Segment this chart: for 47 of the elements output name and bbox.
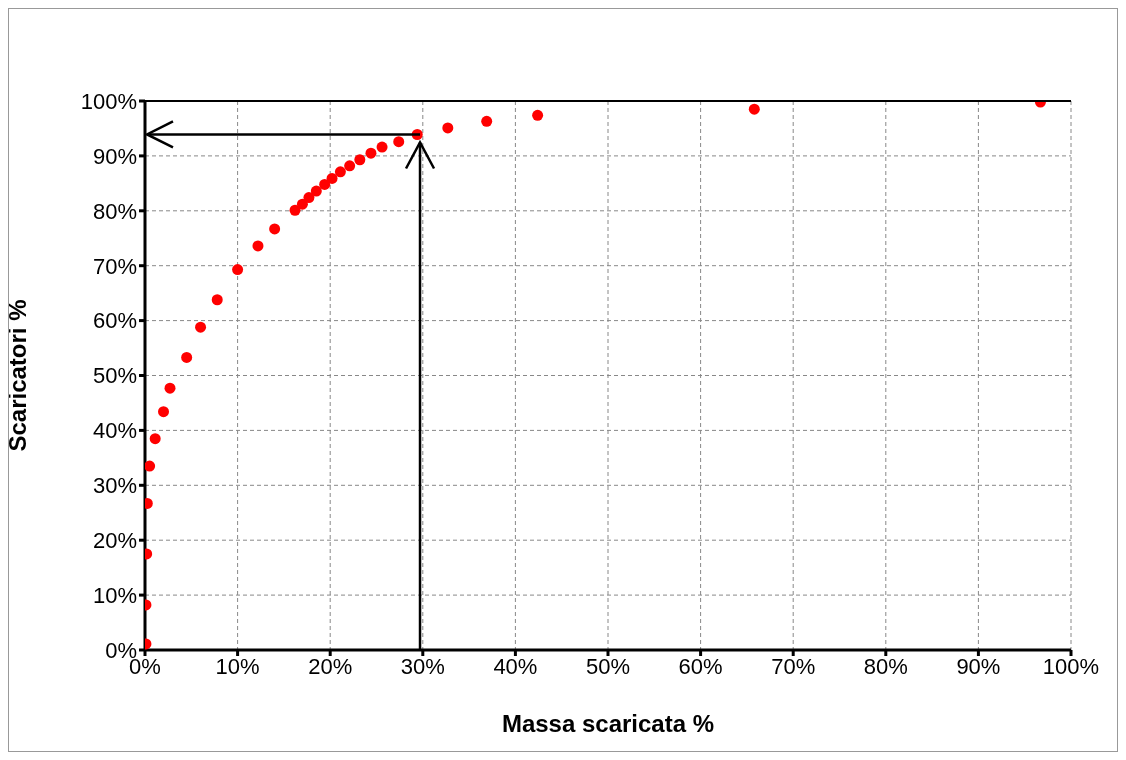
y-tick-label: 90% bbox=[92, 143, 137, 169]
y-tick-label: 40% bbox=[92, 418, 137, 444]
x-tick-label: 80% bbox=[863, 653, 908, 679]
point bbox=[296, 198, 308, 210]
point bbox=[310, 185, 322, 197]
point bbox=[344, 160, 356, 172]
y-tick-label: 20% bbox=[92, 528, 137, 554]
point bbox=[303, 192, 315, 204]
y-tick-label: 60% bbox=[92, 308, 137, 334]
point bbox=[319, 178, 331, 190]
point bbox=[232, 264, 244, 276]
point bbox=[354, 154, 366, 166]
y-tick-label: 30% bbox=[92, 473, 137, 499]
y-axis-title: Scaricatori % bbox=[3, 299, 31, 452]
y-tick-label: 100% bbox=[80, 88, 137, 114]
point bbox=[376, 141, 388, 153]
point bbox=[211, 294, 223, 306]
y-tick-label: 10% bbox=[92, 582, 137, 608]
point bbox=[158, 406, 170, 418]
y-tick-label: 50% bbox=[92, 363, 137, 389]
point bbox=[442, 122, 454, 134]
point bbox=[145, 460, 156, 472]
y-tick-label: 70% bbox=[92, 253, 137, 279]
x-tick-label: 20% bbox=[308, 653, 353, 679]
point bbox=[195, 321, 207, 333]
point bbox=[748, 103, 760, 115]
point bbox=[532, 109, 544, 121]
x-tick-label: 100% bbox=[1042, 653, 1100, 679]
point bbox=[365, 147, 377, 159]
x-tick-label: 60% bbox=[678, 653, 723, 679]
x-tick-label: 10% bbox=[215, 653, 260, 679]
y-tick-label: 80% bbox=[92, 198, 137, 224]
point bbox=[326, 172, 338, 184]
x-tick-label: 40% bbox=[493, 653, 538, 679]
x-tick-label: 90% bbox=[956, 653, 1001, 679]
point bbox=[481, 115, 493, 127]
x-tick-label: 30% bbox=[400, 653, 445, 679]
x-tick-label: 50% bbox=[585, 653, 631, 679]
point bbox=[164, 382, 176, 394]
point bbox=[269, 223, 281, 235]
x-tick-label: 70% bbox=[771, 653, 816, 679]
x-axis-title: Massa scaricata % bbox=[501, 710, 715, 737]
point bbox=[252, 240, 264, 252]
point bbox=[334, 166, 346, 178]
point bbox=[181, 351, 193, 363]
point bbox=[149, 433, 161, 445]
point bbox=[393, 136, 405, 148]
